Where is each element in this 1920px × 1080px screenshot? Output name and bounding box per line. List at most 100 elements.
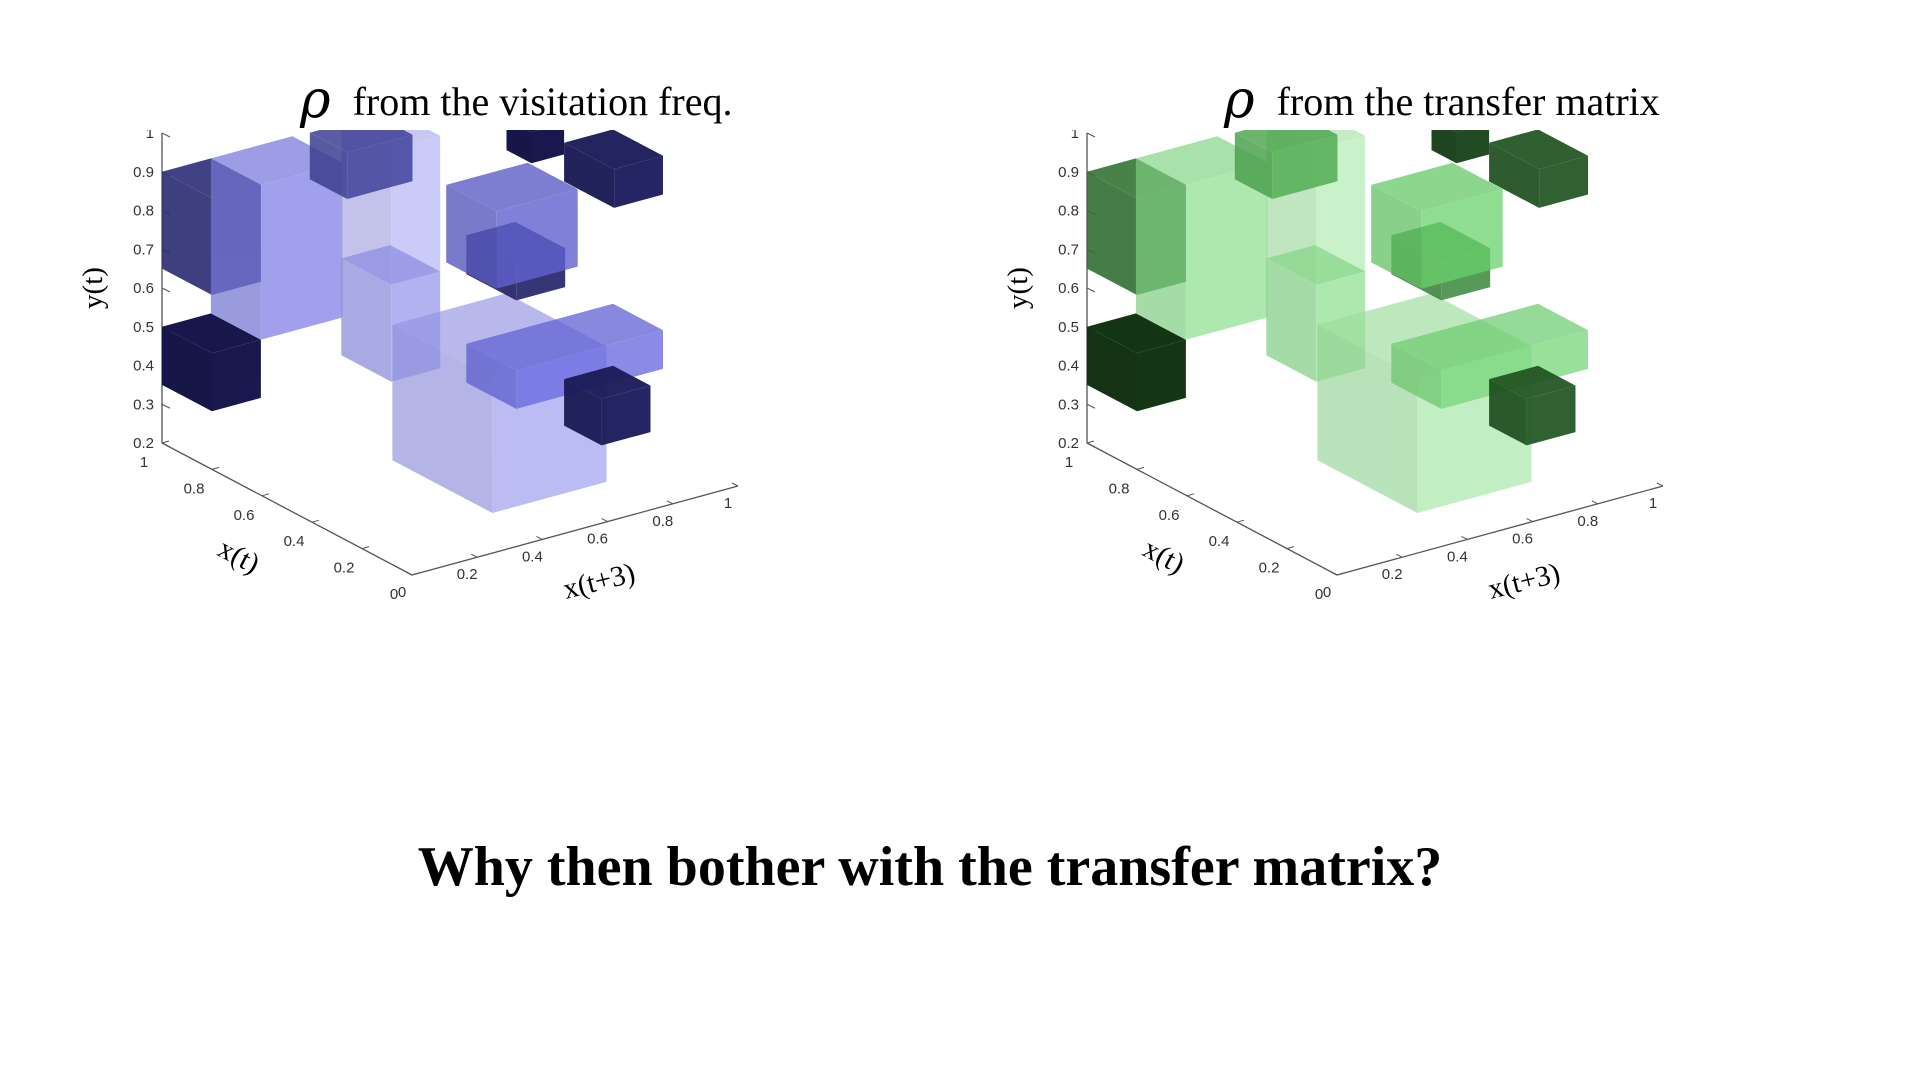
voxel-face	[1391, 303, 1588, 371]
voxel-face	[1272, 134, 1338, 199]
y-tick-label: 0.8	[1109, 480, 1130, 497]
y-tick-mark	[1236, 519, 1245, 523]
voxel-face	[1489, 130, 1588, 170]
x-tick-mark	[1526, 518, 1533, 523]
x-tick-mark	[601, 518, 608, 523]
z-tick-label: 0.4	[133, 358, 154, 375]
y-tick-mark	[361, 546, 370, 550]
voxel-face	[162, 326, 212, 412]
voxel-face	[1137, 339, 1186, 412]
voxel-cell	[1087, 313, 1186, 412]
y-tick-mark	[1286, 546, 1295, 550]
voxel-face	[1421, 189, 1503, 289]
z-tick-label: 1	[146, 130, 154, 142]
x-tick-label: 0.2	[457, 566, 478, 583]
voxel-face	[210, 136, 343, 185]
voxel-cell	[466, 303, 663, 409]
right-chart-title-text: from the transfer matrix	[1276, 79, 1660, 124]
voxel-face	[1526, 385, 1576, 446]
voxel-face	[531, 130, 565, 164]
y-tick-mark	[1136, 466, 1145, 470]
voxel-face	[1087, 313, 1186, 354]
voxel-face	[1135, 158, 1186, 340]
z-axis-label: y(t)	[77, 267, 109, 309]
voxel-face	[1452, 130, 1465, 133]
y-tick-label: 0.4	[1209, 533, 1230, 550]
voxel-face	[1539, 155, 1588, 208]
y-tick-label: 0.6	[1159, 507, 1180, 524]
x-tick-mark	[1656, 482, 1664, 487]
z-tick-label: 0.8	[1058, 203, 1079, 220]
voxel-face	[564, 142, 615, 208]
z-tick-mark	[161, 287, 171, 293]
x-tick-mark	[731, 482, 739, 487]
voxel-cell	[446, 162, 578, 289]
y-tick-mark	[261, 493, 270, 497]
z-tick-label: 0.9	[1058, 164, 1079, 181]
voxel-cell	[1431, 130, 1490, 164]
left-3d-plot: 0 0.2 0.4 0.6 0.8 1 0 0.2 0.4 0.6 0.8 1 0.2 0.3 0.4 0.5…	[77, 130, 739, 606]
x-tick-label: 1	[1649, 495, 1657, 512]
z-tick-label: 0.8	[133, 203, 154, 220]
y-tick-mark	[411, 572, 420, 576]
z-tick-mark	[1086, 403, 1096, 409]
x-tick-mark	[1395, 553, 1403, 558]
z-tick-mark	[161, 403, 171, 409]
voxel-cell	[1234, 130, 1338, 199]
y-tick-label: 0.2	[334, 560, 355, 577]
x-axis-label: x(t+3)	[1485, 557, 1563, 606]
voxel-face	[1087, 326, 1137, 412]
y-tick-mark	[1186, 493, 1195, 497]
y-axis-line	[1086, 442, 1338, 576]
voxel-cell	[309, 130, 413, 199]
x-tick-label: 1	[724, 495, 732, 512]
x-tick-label: 0.6	[587, 531, 608, 548]
voxel-face	[1185, 162, 1268, 340]
x-tick-label: 0	[398, 584, 406, 601]
voxel-cell	[564, 365, 651, 446]
z-tick-label: 0.7	[1058, 241, 1079, 258]
z-tick-label: 1	[1071, 130, 1079, 142]
z-tick-mark	[1086, 287, 1096, 293]
x-tick-mark	[1591, 500, 1599, 505]
y-tick-mark	[1336, 572, 1345, 576]
z-tick-label: 0.6	[133, 280, 154, 297]
x-tick-mark	[536, 535, 543, 540]
voxel-face	[1234, 130, 1338, 153]
voxel-face	[341, 258, 392, 382]
voxel-face	[1489, 142, 1540, 208]
voxel-face	[564, 379, 602, 446]
z-tick-label: 0.5	[1058, 319, 1079, 336]
voxel-face	[614, 155, 663, 208]
y-tick-label: 0	[1315, 586, 1323, 603]
voxel-face	[1371, 162, 1503, 212]
x-tick-label: 0.2	[1382, 566, 1403, 583]
z-tick-label: 0.5	[133, 319, 154, 336]
voxel-cell	[162, 313, 261, 412]
y-tick-label: 0	[390, 586, 398, 603]
voxel-face	[1135, 136, 1268, 185]
y-tick-label: 0.4	[284, 533, 305, 550]
z-tick-label: 0.9	[133, 164, 154, 181]
x-tick-mark	[1461, 535, 1468, 540]
y-tick-label: 0.2	[1259, 560, 1280, 577]
z-tick-label: 0.3	[133, 396, 154, 413]
y-tick-mark	[311, 519, 320, 523]
z-tick-label: 0.3	[1058, 396, 1079, 413]
z-tick-mark	[1086, 132, 1096, 138]
z-tick-mark	[161, 132, 171, 138]
voxel-face	[506, 130, 532, 164]
right-3d-plot: 0 0.2 0.4 0.6 0.8 1 0 0.2 0.4 0.6 0.8 1 0.2 0.3 0.4 0.5…	[1002, 130, 1664, 606]
voxel-face	[309, 130, 413, 153]
voxel-face	[212, 339, 261, 412]
voxel-face	[162, 313, 261, 354]
left-chart-title-text: from the visitation freq.	[352, 79, 733, 124]
z-axis-label: y(t)	[1002, 267, 1034, 309]
rho-symbol: ρ	[1224, 70, 1255, 130]
x-tick-label: 0.4	[522, 548, 543, 565]
x-axis-label: x(t+3)	[560, 557, 638, 606]
voxel-face	[601, 385, 651, 446]
voxel-face	[1234, 132, 1273, 199]
z-tick-mark	[161, 442, 171, 448]
y-tick-label: 0.6	[234, 507, 255, 524]
